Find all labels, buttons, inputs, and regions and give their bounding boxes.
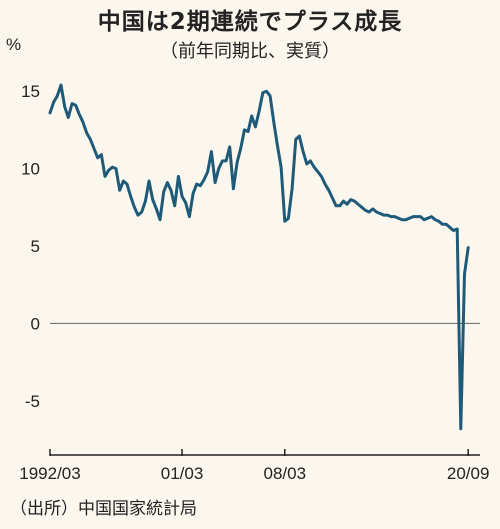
x-tick-label: 20/09: [447, 464, 490, 483]
x-tick-label: 08/03: [263, 464, 306, 483]
y-tick-label: 5: [31, 237, 40, 256]
y-tick-label: -5: [25, 392, 40, 411]
y-axis-unit-label: %: [6, 35, 21, 54]
x-axis-ticks: 1992/03 01/03 08/03 20/09: [19, 449, 489, 483]
x-tick-label: 1992/03: [19, 464, 80, 483]
y-tick-label: 10: [21, 160, 40, 179]
source-note: （出所）中国国家統計局: [10, 499, 197, 519]
y-tick-label: 15: [21, 82, 40, 101]
chart-subtitle: （前年同期比、実質）: [160, 41, 340, 62]
y-tick-label: 0: [31, 314, 40, 333]
y-axis-ticks: -5 0 5 10 15: [21, 82, 40, 411]
chart-title: 中国は2期連続でプラス成長: [97, 9, 403, 35]
series-group: [48, 83, 470, 431]
x-tick-label: 01/03: [161, 464, 204, 483]
series-line: [48, 83, 470, 431]
